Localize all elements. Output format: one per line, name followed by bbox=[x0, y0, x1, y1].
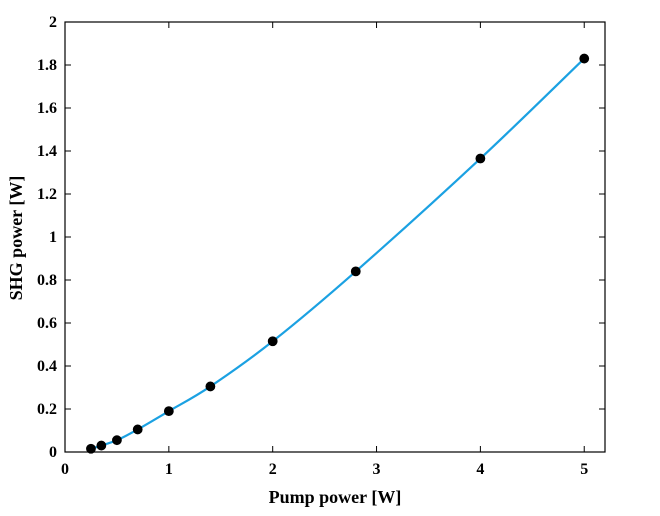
data-point bbox=[132, 424, 143, 435]
data-point bbox=[579, 53, 590, 64]
y-tick-label: 1.2 bbox=[37, 186, 57, 203]
x-axis-ticks: 0 1 2 3 4 5 bbox=[61, 22, 588, 478]
data-point bbox=[475, 153, 486, 164]
y-tick-label: 0.2 bbox=[37, 401, 57, 418]
plot-frame bbox=[64, 21, 606, 453]
x-tick-label: 2 bbox=[269, 461, 277, 478]
x-tick-label: 0 bbox=[61, 461, 69, 478]
data-point bbox=[163, 406, 174, 417]
y-tick-label: 0.6 bbox=[37, 315, 57, 332]
y-tick-label: 0.8 bbox=[37, 272, 57, 289]
x-tick-label: 5 bbox=[580, 461, 588, 478]
y-tick-label: 0 bbox=[49, 444, 57, 461]
data-point bbox=[205, 381, 216, 392]
y-tick-label: 0.4 bbox=[37, 358, 57, 375]
plot-area bbox=[64, 21, 606, 453]
y-tick-label: 1 bbox=[49, 229, 57, 246]
data-point bbox=[267, 336, 278, 347]
y-tick-label: 1.4 bbox=[37, 143, 57, 160]
x-tick-label: 4 bbox=[476, 461, 484, 478]
data-point bbox=[96, 440, 107, 451]
y-tick-label: 1.8 bbox=[37, 57, 57, 74]
x-tick-label: 1 bbox=[165, 461, 173, 478]
y-axis-ticks: 0 0.2 0.4 0.6 0.8 1 1.2 1.4 1.6 1.8 2 bbox=[37, 14, 605, 461]
y-tick-label: 2 bbox=[49, 14, 57, 31]
x-axis-label: Pump power [W] bbox=[269, 487, 402, 507]
data-point bbox=[350, 266, 361, 277]
y-axis-label: SHG power [W] bbox=[6, 176, 26, 301]
y-tick-label: 1.6 bbox=[37, 100, 57, 117]
x-tick-label: 3 bbox=[373, 461, 381, 478]
data-point bbox=[86, 443, 96, 454]
series-layer bbox=[86, 53, 590, 454]
data-point bbox=[112, 435, 122, 446]
